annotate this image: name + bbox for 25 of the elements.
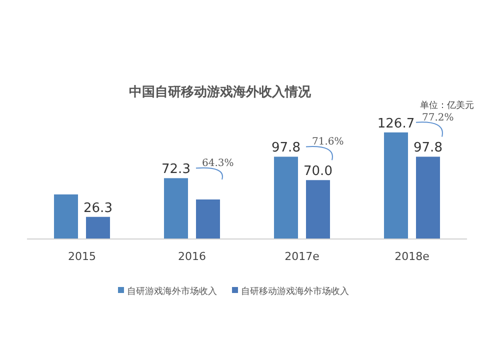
chart-title: 中国自研移动游戏海外收入情况 [129,84,312,100]
bar [306,180,330,239]
annotation: 64.3% [202,158,234,170]
data-label: 70.0 [304,164,332,180]
legend-label: 自研游戏海外市场收入 [127,286,217,297]
bar [164,178,188,239]
annotation: 77.2% [422,112,454,124]
data-label: 72.3 [162,162,190,178]
chart-subtitle: 单位：亿美元 [420,100,474,111]
x-tick-label: 2015 [68,250,96,263]
data-label: 97.8 [414,140,442,156]
annotation: 71.6% [312,136,344,148]
bar [384,132,408,239]
bar [416,156,440,239]
bar [54,194,78,239]
legend-label: 自研移动游戏海外市场收入 [241,286,349,297]
data-label: 126.7 [377,116,415,132]
x-tick-label: 2018e [394,250,430,263]
data-label: 97.8 [272,140,300,156]
data-label: 26.3 [84,200,112,216]
bar [86,216,110,239]
bar [274,156,298,239]
x-tick-label: 2017e [284,250,320,263]
bar [196,199,220,239]
x-tick-label: 2016 [178,250,206,263]
